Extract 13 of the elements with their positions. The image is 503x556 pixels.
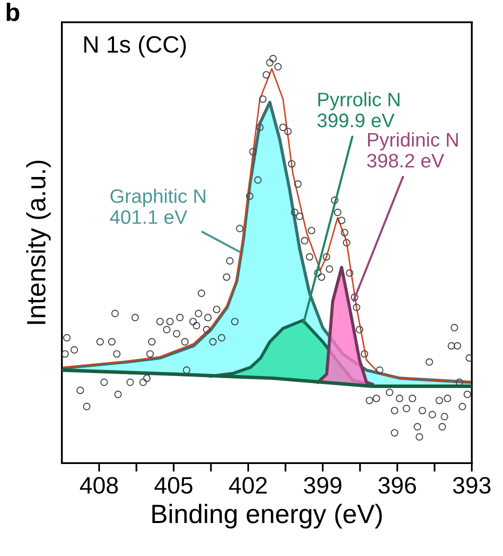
x-axis-title: Binding energy (eV) <box>152 504 382 529</box>
x-tick-label: 393 <box>453 476 490 494</box>
annotation: Graphitic N 401.1 eV <box>110 188 206 224</box>
x-tick-label: 399 <box>304 476 342 494</box>
x-tick-label: 405 <box>154 476 192 494</box>
x-tick-label: 408 <box>80 476 118 494</box>
x-tick-label: 396 <box>378 476 416 494</box>
text: b <box>6 2 20 22</box>
annotation: Pyridinic N 398.2 eV <box>367 132 458 168</box>
chart-title: N 1s (CC) <box>84 35 186 58</box>
x-tick-label: 402 <box>229 476 267 494</box>
annotation: Pyrrolic N 399.9 eV <box>317 92 400 128</box>
y-axis-title: Intensity (a.u.) <box>26 160 51 324</box>
